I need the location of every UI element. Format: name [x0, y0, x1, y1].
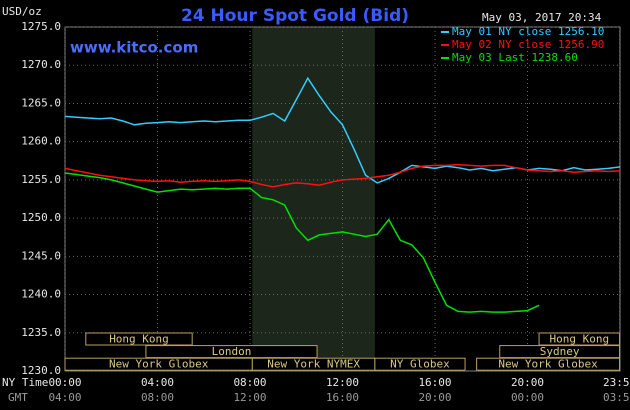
x-tick-label: 16:00: [418, 376, 451, 389]
x-tick-label: 00:00: [48, 376, 81, 389]
y-tick-label: 1245.0: [21, 249, 61, 262]
x2-tick-label: 12:00: [233, 391, 266, 404]
session-label: Hong Kong: [549, 333, 609, 346]
session-label: Sydney: [540, 345, 580, 358]
session-label: New York Globex: [109, 358, 209, 371]
session-bar: [538, 332, 621, 346]
y-tick-label: 1270.0: [21, 58, 61, 71]
session-label: London: [212, 345, 252, 358]
session-label: New York Globex: [498, 358, 598, 371]
y-tick-label: 1275.0: [21, 20, 61, 33]
x2-tick-label: 08:00: [141, 391, 174, 404]
session-bar: [476, 357, 621, 371]
y-tick-label: 1235.0: [21, 326, 61, 339]
x-tick-label: 23:59: [603, 376, 630, 389]
y-tick-label: 1230.0: [21, 364, 61, 377]
x2-axis-label: GMT: [8, 391, 28, 404]
y-tick-label: 1260.0: [21, 135, 61, 148]
x-axis-label: NY Time: [2, 376, 48, 389]
x2-tick-label: 04:00: [48, 391, 81, 404]
x-tick-label: 08:00: [233, 376, 266, 389]
x2-tick-label: 00:00: [511, 391, 544, 404]
x2-tick-label: 03:59: [603, 391, 630, 404]
x-tick-label: 20:00: [511, 376, 544, 389]
y-tick-label: 1240.0: [21, 288, 61, 301]
x2-tick-label: 16:00: [326, 391, 359, 404]
session-label: New York NYMEX: [267, 358, 360, 371]
series-line: [64, 172, 540, 313]
y-tick-label: 1250.0: [21, 211, 61, 224]
session-label: Hong Kong: [109, 333, 169, 346]
session-bar: [85, 332, 193, 346]
legend-label: May 03 Last 1238.60: [452, 51, 578, 64]
legend-label: May 02 NY close 1256.90: [452, 38, 604, 51]
x-tick-label: 04:00: [141, 376, 174, 389]
series-line: [64, 163, 621, 188]
chart-title: 24 Hour Spot Gold (Bid): [181, 6, 409, 26]
session-bar: [374, 357, 466, 371]
x2-tick-label: 20:00: [418, 391, 451, 404]
x-tick-label: 12:00: [326, 376, 359, 389]
session-bar: [145, 345, 318, 359]
session-label: NY Globex: [390, 358, 450, 371]
y-tick-label: 1255.0: [21, 173, 61, 186]
timestamp: May 03, 2017 20:34: [482, 11, 602, 24]
y-tick-label: 1265.0: [21, 96, 61, 109]
legend-label: May 01 NY close 1256.10: [452, 25, 604, 38]
session-bar: [499, 345, 621, 359]
website: www.kitco.com: [70, 39, 198, 57]
y-axis-label: USD/oz: [2, 5, 42, 18]
